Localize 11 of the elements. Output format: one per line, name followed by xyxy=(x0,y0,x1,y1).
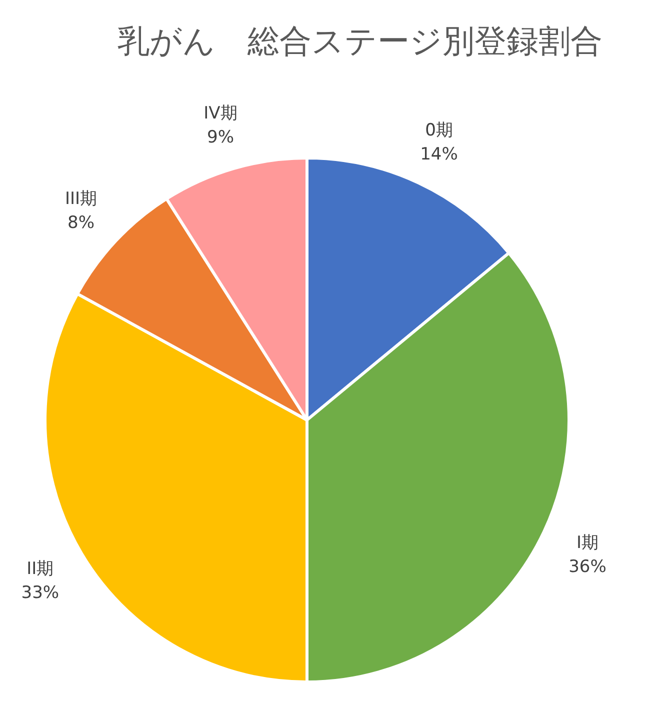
data-label: 14% xyxy=(420,144,458,165)
slice-label: II期 xyxy=(26,558,54,579)
slice-label: 0期 xyxy=(425,120,453,141)
slice-label: IV期 xyxy=(204,103,238,124)
chart-title: 乳がん 総合ステージ別登録割合 xyxy=(118,22,602,60)
data-label: 33% xyxy=(21,582,60,603)
data-label: 8% xyxy=(68,212,95,233)
data-label: 9% xyxy=(207,127,234,148)
slice-label: III期 xyxy=(64,188,98,209)
slice-label: I期 xyxy=(576,532,599,553)
data-label: 36% xyxy=(568,556,606,577)
